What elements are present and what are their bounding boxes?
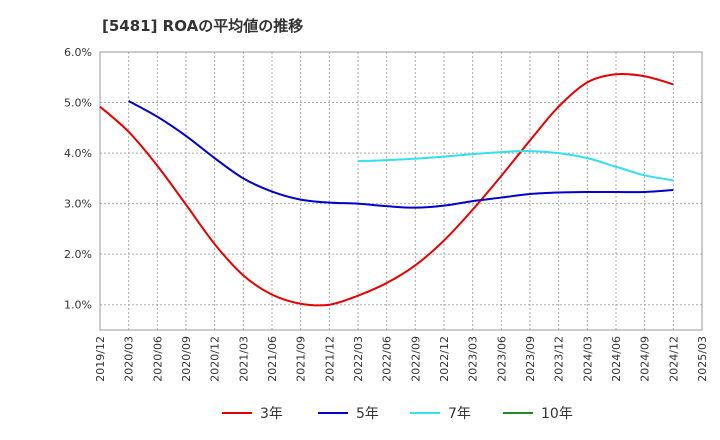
x-tick-label: 2020/06 (151, 336, 164, 382)
series-lines (99, 72, 674, 307)
series-line-3 (357, 150, 674, 182)
chart-title: [5481] ROAの平均値の推移 (102, 17, 303, 35)
x-tick-label: 2022/12 (438, 336, 451, 382)
y-tick-label: 2.0% (64, 248, 92, 261)
x-tick-label: 2021/09 (295, 336, 308, 382)
x-axis: 2019/12 2020/03 2020/06 2020/09 2020/12 2021/… (94, 336, 709, 382)
legend-label-3: 7年 (448, 406, 471, 422)
y-tick-label: 5.0% (64, 97, 92, 110)
y-tick-label: 6.0% (64, 46, 92, 59)
x-tick-label: 2024/06 (610, 336, 623, 382)
y-axis: 1.0% 2.0% 3.0% 4.0% 5.0% 6.0% (64, 46, 92, 312)
x-tick-label: 2023/03 (467, 336, 480, 382)
legend: 3年 5年 7年 10年 (222, 406, 573, 422)
x-tick-label: 2022/09 (409, 336, 422, 382)
x-tick-label: 2023/12 (553, 336, 566, 382)
legend-label-4: 10年 (541, 406, 573, 422)
x-tick-label: 2023/06 (495, 336, 508, 382)
x-tick-label: 2022/06 (381, 336, 394, 382)
x-tick-label: 2022/03 (352, 336, 365, 382)
grid (100, 52, 702, 330)
x-tick-label: 2021/03 (237, 336, 250, 382)
y-tick-label: 3.0% (64, 198, 92, 211)
legend-label-1: 3年 (260, 406, 283, 422)
y-tick-label: 1.0% (64, 299, 92, 312)
x-tick-label: 2019/12 (94, 336, 107, 382)
x-tick-label: 2020/12 (209, 336, 222, 382)
x-tick-label: 2024/12 (667, 336, 680, 382)
x-tick-label: 2020/03 (123, 336, 136, 382)
x-tick-label: 2024/03 (581, 336, 594, 382)
legend-label-2: 5年 (356, 406, 379, 422)
x-tick-label: 2023/09 (524, 336, 537, 382)
x-tick-label: 2021/06 (266, 336, 279, 382)
x-tick-label: 2021/12 (323, 336, 336, 382)
series-line-2 (128, 100, 674, 209)
x-tick-label: 2025/03 (696, 336, 709, 382)
y-tick-label: 4.0% (64, 147, 92, 160)
x-tick-label: 2020/09 (180, 336, 193, 382)
x-tick-label: 2024/09 (639, 336, 652, 382)
plot-area-border (99, 51, 703, 331)
series-line-1 (99, 72, 674, 307)
